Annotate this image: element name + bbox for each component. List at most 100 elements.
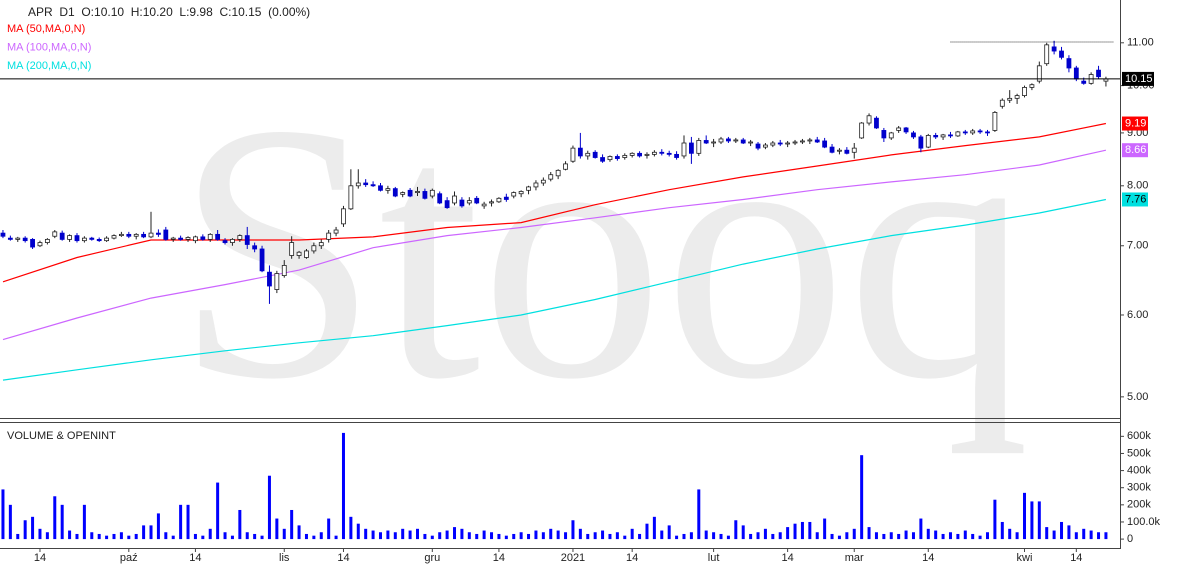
volume-bar <box>386 530 390 540</box>
candle-body <box>829 146 835 153</box>
volume-bar <box>549 528 553 540</box>
candle-body <box>259 248 265 272</box>
volume-bar <box>164 532 168 540</box>
candle-body <box>696 140 702 154</box>
volume-bar <box>726 535 730 540</box>
volume-bar <box>541 532 545 540</box>
volume-bar <box>564 532 568 540</box>
chart-title: APR D1 O:10.10 H:10.20 L:9.98 C:10.15 (0… <box>28 5 310 19</box>
candle-body <box>703 140 709 144</box>
candle-body <box>1066 58 1072 69</box>
candle-body <box>481 203 487 207</box>
volume-bar <box>904 530 908 540</box>
y-tick-label: 8.00 <box>1127 180 1148 192</box>
volume-bar <box>1045 527 1049 540</box>
x-tick-label: 14 <box>493 552 505 564</box>
y-tick-label: 7.00 <box>1127 240 1148 252</box>
y-tick-label: 200k <box>1127 499 1151 511</box>
y-tick-label: 11.00 <box>1127 37 1154 49</box>
candle-body <box>962 131 968 134</box>
candle-body <box>267 271 272 287</box>
candle-body <box>948 134 953 137</box>
volume-bar <box>334 535 338 540</box>
x-tick-label: 14 <box>34 552 46 564</box>
volume-bar <box>667 525 671 540</box>
candle-body <box>511 192 517 197</box>
candle-body <box>422 191 428 199</box>
volume-bar <box>1008 528 1012 540</box>
candle-body <box>1059 50 1064 58</box>
watermark: Stooq <box>175 49 1030 455</box>
volume-bar <box>749 533 753 540</box>
candle-body <box>407 189 413 197</box>
volume-bar <box>430 535 434 540</box>
volume-bar <box>467 532 471 540</box>
volume-bar <box>623 535 627 540</box>
candle-body <box>726 138 731 142</box>
candle-body <box>1096 69 1101 78</box>
candle-body <box>570 147 576 162</box>
candle-body <box>1014 95 1020 99</box>
volume-bar <box>364 528 368 540</box>
volume-bar <box>260 535 264 540</box>
candle-body <box>925 135 931 148</box>
volume-bar <box>741 525 745 540</box>
volume-bar <box>105 535 109 540</box>
volume-bar <box>763 528 767 540</box>
candle-body <box>1007 97 1013 101</box>
candle-body <box>0 232 6 237</box>
volume-bar <box>475 533 479 540</box>
candle-body <box>207 233 213 240</box>
volume-bar <box>45 532 49 540</box>
candle-body <box>977 130 983 133</box>
volume-bar <box>371 530 375 540</box>
volume-bar <box>223 532 227 540</box>
volume-bar <box>830 533 834 540</box>
candle-body <box>385 188 391 191</box>
volume-bar <box>978 535 982 540</box>
candle-body <box>755 143 761 149</box>
candle-body <box>392 188 398 197</box>
volume-bar <box>1 489 5 540</box>
volume-bar <box>948 532 952 540</box>
volume-bar <box>534 530 538 540</box>
x-tick-label: 14 <box>626 552 638 564</box>
volume-bar <box>319 532 323 540</box>
volume-bar <box>882 533 886 540</box>
candle-body <box>955 131 961 137</box>
candle-body <box>96 238 102 242</box>
candle-body <box>674 153 679 158</box>
candle-body <box>429 189 435 197</box>
candle-body <box>555 169 561 177</box>
volume-bar <box>193 533 197 540</box>
volume-bar <box>490 532 494 540</box>
volume-bar <box>926 528 930 540</box>
volume-bar <box>645 523 649 540</box>
candle-body <box>592 151 598 158</box>
volume-bar <box>919 518 923 540</box>
candle-body <box>859 122 865 139</box>
volume-bar <box>112 533 116 540</box>
volume-bar <box>216 482 220 540</box>
volume-bar <box>482 530 486 540</box>
y-tick-label: 600k <box>1127 430 1151 442</box>
volume-bar <box>771 533 775 540</box>
x-tick-label: 14 <box>922 552 934 564</box>
candle-body <box>659 151 665 154</box>
candle-body <box>785 142 791 145</box>
volume-bar <box>1074 532 1078 540</box>
volume-bar <box>97 533 101 540</box>
candle-body <box>37 242 43 247</box>
volume-bar <box>956 533 960 540</box>
volume-bar <box>31 516 35 540</box>
volume-bar <box>290 509 294 540</box>
volume-bar <box>941 533 945 540</box>
volume-bar <box>519 532 523 540</box>
volume-bar <box>1089 530 1093 540</box>
volume-bar <box>897 533 901 540</box>
value-label: 9.19 <box>1125 117 1146 129</box>
x-tick-label: 2021 <box>561 552 585 564</box>
x-tick-label: lis <box>279 552 290 564</box>
volume-bar <box>393 532 397 540</box>
